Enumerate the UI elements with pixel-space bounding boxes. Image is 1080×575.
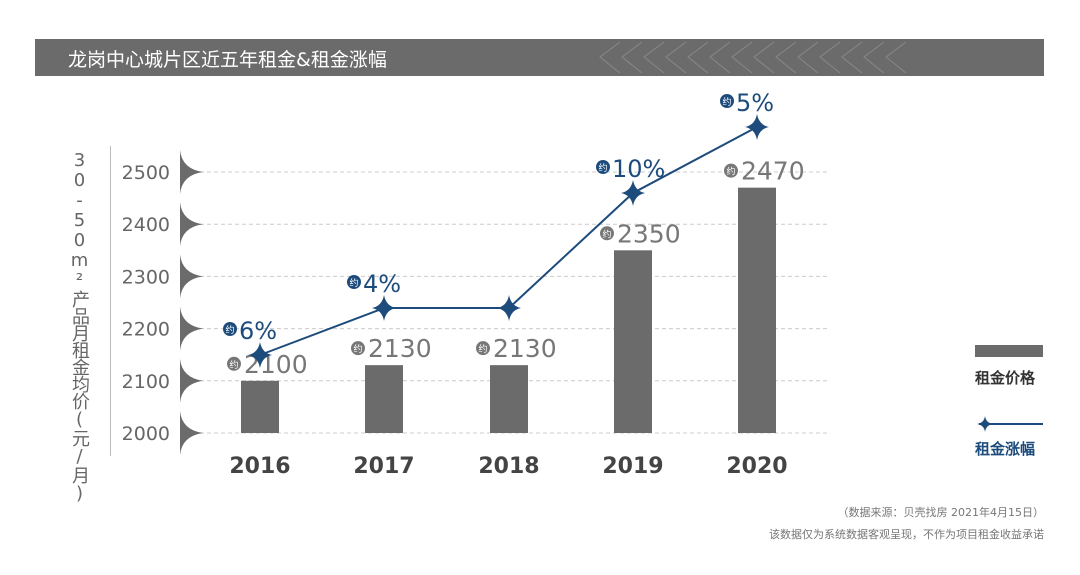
x-tick-label: 2017 (353, 454, 414, 479)
approx-badge-text: 约 (349, 277, 358, 289)
title-decoration (775, 41, 797, 74)
y-tick-label: 2100 (122, 371, 170, 393)
title-decoration (665, 41, 687, 74)
tick-marker (180, 411, 203, 455)
y-tick-label: 2300 (122, 266, 170, 288)
y-tick-label: 2000 (122, 423, 170, 445)
approx-badge (596, 160, 610, 174)
approx-badge (223, 322, 237, 336)
tick-marker (180, 358, 203, 403)
x-tick-label: 2020 (726, 454, 787, 479)
approx-badge (351, 341, 365, 356)
x-tick-label: 2019 (602, 454, 663, 479)
bar (365, 365, 403, 433)
title-decoration (621, 41, 643, 74)
title-decoration (885, 41, 907, 74)
chart-title: 龙岗中心城片区近五年租金&租金涨幅 (68, 49, 387, 71)
approx-badge-text: 约 (602, 228, 611, 240)
growth-data-label: 10% (612, 155, 665, 183)
growth-data-label: 4% (363, 270, 401, 298)
approx-badge-text: 约 (598, 162, 607, 174)
approx-badge-text: 约 (229, 359, 238, 371)
approx-badge (600, 226, 614, 241)
axis-divider (110, 146, 111, 456)
tick-marker (180, 306, 203, 351)
source-note: （数据来源：贝壳找房 2021年4月15日） (837, 506, 1045, 519)
y-tick-label: 2400 (122, 214, 170, 236)
approx-badge-text: 约 (722, 96, 731, 108)
tick-marker (180, 150, 203, 194)
approx-badge (720, 94, 734, 108)
growth-marker (248, 342, 272, 368)
tick-marker (180, 254, 203, 299)
growth-marker (621, 180, 645, 206)
title-decoration (753, 41, 775, 74)
approx-badge-text: 约 (353, 343, 362, 355)
x-tick-label: 2016 (229, 454, 290, 479)
growth-marker (372, 295, 396, 321)
growth-marker (745, 114, 769, 140)
growth-line (259, 126, 758, 356)
title-bar: 龙岗中心城片区近五年租金&租金涨幅 (35, 39, 1044, 76)
approx-badge (724, 163, 738, 178)
growth-data-label: 5% (736, 89, 774, 117)
growth-data-label: 6% (239, 317, 277, 345)
disclaimer: 该数据仅为系统数据客观呈现，不作为项目租金收益承诺 (769, 528, 1044, 541)
title-decoration (819, 41, 841, 74)
y-tick-label: 2200 (122, 319, 170, 341)
bar (738, 187, 776, 433)
approx-badge (347, 275, 361, 289)
y-tick-label: 2500 (122, 162, 170, 184)
y-axis-label: 30-50m²产品月租金均价(元/月) (69, 150, 90, 503)
bar (241, 380, 279, 433)
legend-line-label: 租金涨幅 (975, 440, 1036, 458)
approx-badge-text: 约 (225, 324, 234, 336)
approx-badge (476, 341, 490, 356)
legend-bar-label: 租金价格 (975, 369, 1036, 387)
title-decoration (797, 41, 819, 74)
legend-line: 租金涨幅 (975, 416, 1043, 459)
title-decoration (643, 41, 665, 74)
legend-bar-swatch (975, 345, 1043, 357)
tick-marker (180, 202, 203, 247)
title-decoration (709, 41, 731, 74)
growth-marker (497, 295, 521, 321)
title-decoration (687, 41, 709, 74)
bar-data-label: 2130 (493, 334, 557, 363)
title-decoration (731, 41, 753, 74)
approx-badge-text: 约 (478, 343, 487, 355)
x-tick-label: 2018 (478, 454, 539, 479)
legend-bar: 租金价格 (975, 345, 1043, 388)
bar-data-label: 2470 (741, 157, 805, 186)
bar (614, 250, 652, 433)
bar-data-label: 2130 (368, 334, 432, 363)
bar-data-label: 2350 (617, 219, 681, 248)
legend-line-swatch (977, 416, 1043, 432)
title-decoration (599, 41, 621, 74)
bar (490, 365, 528, 433)
title-decoration (841, 41, 863, 74)
approx-badge (227, 356, 241, 371)
title-decoration (863, 41, 885, 74)
approx-badge-text: 约 (726, 166, 735, 178)
